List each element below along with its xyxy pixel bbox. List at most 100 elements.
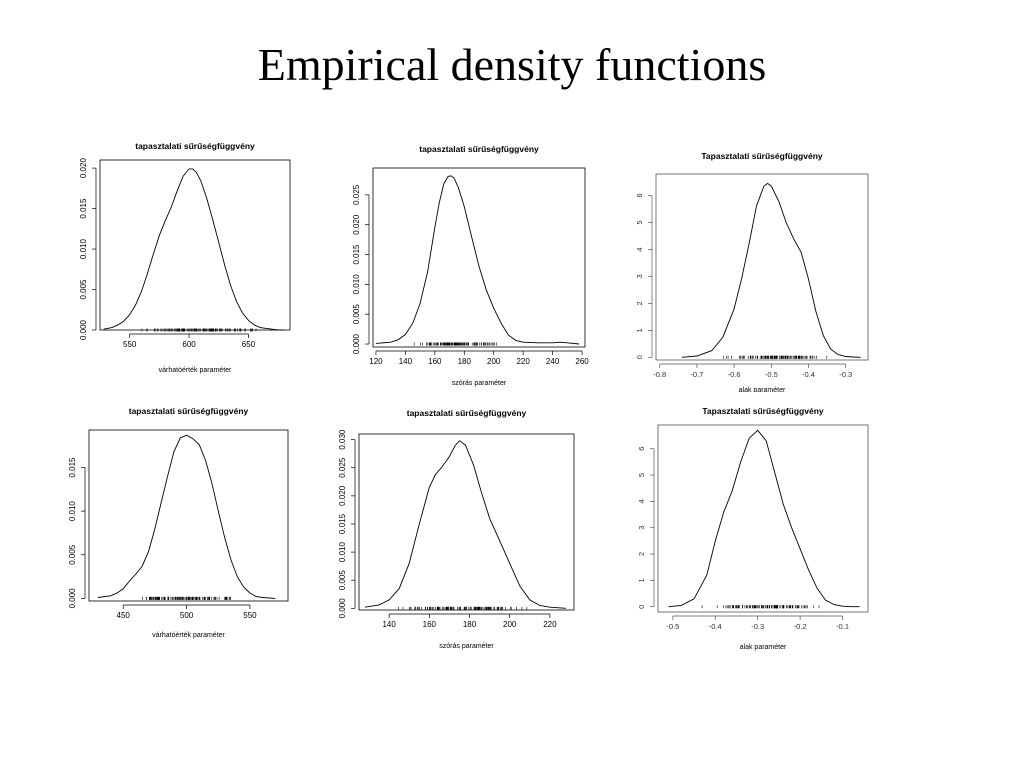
x-tick-label: -0.7 xyxy=(690,370,703,379)
plot-frame xyxy=(99,159,291,331)
density-plot-svg: tapasztalati sűrűségfüggvény 140 160 180 200… xyxy=(338,408,575,650)
x-tick-label: -0.5 xyxy=(666,622,679,631)
density-curve xyxy=(97,434,276,599)
y-tick-label: 2 xyxy=(635,301,644,305)
y-tick-label: 1 xyxy=(635,328,644,332)
y-tick-label: 0.020 xyxy=(338,485,347,506)
chart-title: tapasztalati sűrűségfüggvény xyxy=(135,141,255,151)
x-tick-label: 220 xyxy=(516,357,530,366)
y-tick-label: 0.000 xyxy=(79,319,88,340)
rug-marks xyxy=(701,605,820,609)
x-axis-label: szórás paraméter xyxy=(439,643,494,650)
x-tick-label: 500 xyxy=(180,611,194,620)
y-tick-label: 0.005 xyxy=(68,544,77,565)
density-curve xyxy=(681,182,861,358)
density-chart-4: tapasztalati sűrűségfüggvény 450 500 550 0.0… xyxy=(50,395,300,645)
x-tick-label: 120 xyxy=(369,357,383,366)
y-tick-label: 4 xyxy=(637,499,646,503)
density-chart-3: Tapasztalati sűrűségfüggvény -0.8 -0.7 -0.6… xyxy=(618,140,878,392)
rug-marks xyxy=(142,596,231,600)
chart-title: Tapasztalati sűrűségfüggvény xyxy=(701,151,823,161)
y-tick-label: 0.005 xyxy=(338,570,347,591)
x-tick-label: 450 xyxy=(117,611,131,620)
x-axis-label: várhatóérték paraméter xyxy=(159,367,232,374)
slide-title: Empirical density functions xyxy=(257,39,767,90)
x-tick-label: 550 xyxy=(123,340,137,349)
chart-title: tapasztalati sűrűségfüggvény xyxy=(129,406,249,416)
x-tick-label: 200 xyxy=(503,620,517,629)
y-tick-label: 0.020 xyxy=(352,214,361,235)
chart-title: tapasztalati sűrűségfüggvény xyxy=(419,144,539,154)
y-tick-label: 0.000 xyxy=(68,588,77,609)
y-tick-label: 0.005 xyxy=(352,304,361,325)
density-plot-svg: tapasztalati sűrűségfüggvény 120 140 160 180… xyxy=(352,144,589,387)
y-tick-label: 0.010 xyxy=(68,501,77,522)
y-tick-label: 4 xyxy=(635,247,644,251)
y-tick-label: 0.025 xyxy=(352,184,361,205)
x-axis-label: alak paraméter xyxy=(739,387,786,392)
y-tick-label: 5 xyxy=(637,473,646,477)
rug-marks xyxy=(397,606,528,610)
x-axis-label: alak paraméter xyxy=(740,644,787,651)
x-tick-label: 180 xyxy=(463,620,477,629)
plot-frame xyxy=(372,167,586,348)
y-tick-label: 0.000 xyxy=(352,333,361,354)
x-tick-label: 160 xyxy=(428,357,442,366)
plot-frame xyxy=(657,424,869,613)
x-tick-label: -0.3 xyxy=(839,370,852,379)
density-curve xyxy=(375,175,580,345)
plot-frame xyxy=(88,429,289,602)
x-tick-label: -0.2 xyxy=(794,622,807,631)
x-tick-label: -0.6 xyxy=(728,370,741,379)
y-tick-label: 0.015 xyxy=(352,244,361,265)
x-tick-label: 160 xyxy=(423,620,437,629)
x-tick-label: 220 xyxy=(543,620,557,629)
x-tick-label: -0.5 xyxy=(765,370,778,379)
density-plot-svg: tapasztalati sűrűségfüggvény 450 500 550 0.0… xyxy=(68,406,289,639)
x-tick-label: 200 xyxy=(487,357,501,366)
y-tick-label: 0.015 xyxy=(338,513,347,534)
x-tick-label: 650 xyxy=(242,340,256,349)
x-tick-label: -0.8 xyxy=(653,370,666,379)
density-plot-svg: Tapasztalati sűrűségfüggvény -0.8 -0.7 -0.6… xyxy=(635,151,869,392)
y-tick-label: 0.030 xyxy=(338,429,347,450)
x-tick-label: 180 xyxy=(458,357,472,366)
y-tick-label: 0 xyxy=(635,355,644,359)
density-chart-5: tapasztalati sűrűségfüggvény 140 160 180 200… xyxy=(330,398,580,654)
x-tick-label: -0.3 xyxy=(751,622,764,631)
plot-frame xyxy=(655,173,869,361)
y-tick-label: 2 xyxy=(637,552,646,556)
rug-marks xyxy=(723,355,828,359)
y-tick-label: 0.010 xyxy=(79,238,88,259)
y-tick-label: 0 xyxy=(637,605,646,609)
chart-title: tapasztalati sűrűségfüggvény xyxy=(407,408,527,418)
y-tick-label: 5 xyxy=(635,220,644,224)
x-tick-label: 240 xyxy=(546,357,560,366)
y-tick-label: 0.015 xyxy=(68,457,77,478)
y-tick-label: 0.020 xyxy=(79,158,88,179)
density-chart-1: tapasztalati sűrűségfüggvény 550 600 650 0.0… xyxy=(60,130,310,380)
x-tick-label: 260 xyxy=(575,357,589,366)
x-tick-label: -0.4 xyxy=(709,622,722,631)
x-axis-label: szórás paraméter xyxy=(452,380,507,387)
chart-title: Tapasztalati sűrűségfüggvény xyxy=(702,406,824,416)
y-tick-label: 6 xyxy=(635,193,644,197)
y-tick-label: 0.015 xyxy=(79,198,88,219)
x-tick-label: 140 xyxy=(382,620,396,629)
x-tick-label: 140 xyxy=(399,357,413,366)
x-tick-label: -0.4 xyxy=(802,370,815,379)
y-tick-label: 0.005 xyxy=(79,279,88,300)
density-curve xyxy=(668,429,860,608)
y-tick-label: 1 xyxy=(637,578,646,582)
y-tick-label: 3 xyxy=(637,526,646,530)
y-tick-label: 0.010 xyxy=(338,542,347,563)
plot-frame xyxy=(358,433,575,611)
y-tick-label: 0.010 xyxy=(352,274,361,295)
density-chart-2: tapasztalati sűrűségfüggvény 120 140 160 180… xyxy=(335,135,595,390)
y-tick-label: 0.000 xyxy=(338,598,347,619)
density-plot-svg: tapasztalati sűrűségfüggvény 550 600 650 0.0… xyxy=(79,141,291,374)
y-tick-label: 6 xyxy=(637,447,646,451)
x-tick-label: 600 xyxy=(182,340,196,349)
density-curve xyxy=(364,440,567,609)
rug-marks xyxy=(141,328,257,332)
